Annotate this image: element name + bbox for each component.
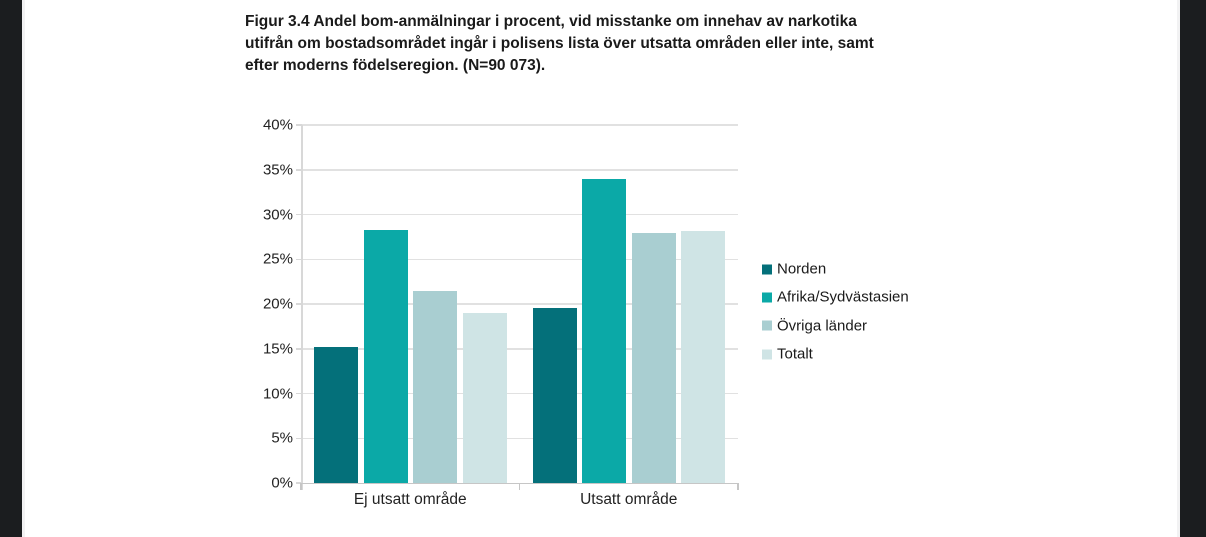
y-axis-label-5: 5% (271, 429, 293, 447)
figure-title: Figur 3.4 Andel bom-anmälningar i procen… (245, 11, 970, 77)
bar-Utsatt område-Afrika/Sydvästasien (582, 178, 626, 483)
x-axis-label-0: Ej utsatt område (353, 491, 467, 508)
bar-Ej utsatt område-Norden (314, 346, 358, 483)
y-axis-tick-30 (296, 213, 302, 216)
y-axis-label-10: 10% (262, 385, 293, 402)
gridline-15 (301, 348, 738, 350)
legend-label: Norden (777, 260, 827, 278)
bar-Utsatt område-Övriga länder (631, 233, 676, 483)
figure-title-line-1: Figur 3.4 Andel bom-anmälningar i procen… (245, 13, 857, 30)
y-axis-label-40: 40% (262, 116, 293, 134)
figure-title-line-2: utifrån om bostadsområdet ingår i polise… (245, 35, 874, 52)
y-axis-tick-10 (296, 392, 302, 395)
legend-item-Totalt: Totalt (762, 346, 813, 363)
gridline-5 (301, 437, 738, 439)
y-axis-tick-5 (296, 437, 302, 439)
right-page-edge (1177, 0, 1180, 537)
y-axis-label-35: 35% (262, 161, 293, 179)
gridline-20 (301, 303, 738, 305)
y-axis-tick-25 (296, 258, 302, 260)
bar-Utsatt område-Norden (532, 307, 577, 483)
bar-Ej utsatt område-Övriga länder (413, 291, 457, 483)
bar-Ej utsatt område-Totalt (462, 312, 507, 483)
legend-swatch-icon (762, 292, 772, 303)
legend-item-Afrika/Sydvästasien: Afrika/Sydvästasien (762, 289, 909, 306)
gridline-10 (301, 392, 738, 395)
gridline-25 (301, 258, 738, 260)
legend-swatch-icon (762, 320, 772, 331)
x-axis-label-1: Utsatt område (580, 491, 678, 508)
gridline-30 (301, 213, 738, 216)
legend-label: Totalt (777, 345, 813, 363)
left-page-edge (22, 0, 25, 537)
x-axis-tick-1 (518, 483, 521, 490)
y-axis-tick-40 (296, 124, 302, 126)
y-axis-tick-15 (296, 348, 302, 350)
legend-swatch-icon (762, 264, 772, 274)
legend-label: Afrika/Sydvästasien (777, 288, 909, 306)
x-axis-tick-end (737, 483, 739, 490)
y-axis-label-30: 30% (262, 206, 293, 223)
right-letterbox (1180, 0, 1206, 537)
y-axis-label-20: 20% (262, 295, 293, 313)
y-axis-label-25: 25% (262, 250, 293, 268)
gridline-35 (301, 169, 738, 171)
y-axis-tick-20 (296, 303, 302, 305)
gridline-40 (301, 124, 738, 126)
figure-title-line-3: efter moderns födelseregion. (N=90 073). (245, 57, 546, 74)
y-axis-label-0: 0% (271, 474, 293, 492)
bar-Ej utsatt område-Afrika/Sydvästasien (363, 229, 408, 483)
bar-Utsatt område-Totalt (681, 230, 725, 483)
y-axis-tick-35 (296, 169, 302, 171)
y-axis-label-15: 15% (262, 340, 293, 358)
legend-label: Övriga länder (777, 317, 868, 335)
left-letterbox (0, 0, 22, 537)
x-axis-tick-0 (300, 483, 302, 490)
legend-item-Övriga länder: Övriga länder (762, 317, 867, 334)
y-axis-tick-0 (296, 482, 302, 484)
legend-swatch-icon (762, 349, 772, 360)
y-axis-line (301, 125, 303, 490)
legend-item-Norden: Norden (762, 261, 826, 278)
